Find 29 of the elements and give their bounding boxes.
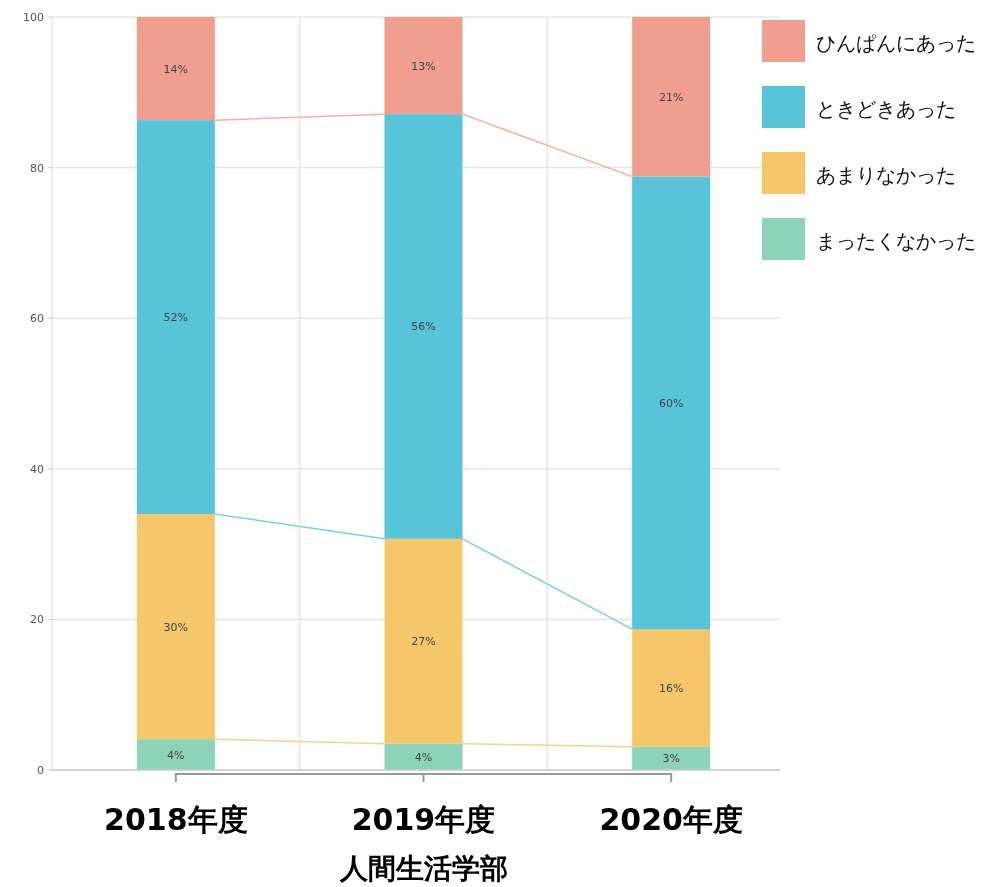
y-tick-label: 80 — [30, 161, 44, 175]
data-label: 30% — [163, 620, 189, 634]
data-label: 27% — [411, 635, 436, 649]
x-tick-label: 2019年度 — [351, 802, 496, 837]
data-label: 4% — [414, 750, 433, 764]
data-label: 56% — [411, 320, 436, 334]
data-label: 4% — [167, 748, 185, 762]
legend-label: あまりなかった — [816, 163, 956, 187]
y-tick-label: 100 — [23, 11, 44, 24]
y-tick-label: 40 — [30, 462, 44, 476]
legend-label: ときどきあった — [816, 97, 956, 121]
data-label: 16% — [658, 681, 684, 695]
data-label: 21% — [658, 90, 684, 104]
data-label: 3% — [662, 752, 680, 766]
data-label: 14% — [163, 62, 189, 76]
y-tick-label: 60 — [30, 312, 44, 326]
y-tick-label: 0 — [37, 764, 44, 777]
x-axis-title: 人間生活学部 — [338, 852, 508, 885]
legend-label: まったくなかった — [816, 229, 976, 253]
y-tick-label: 20 — [30, 613, 44, 627]
x-tick-label: 2018年度 — [104, 802, 248, 837]
legend-label: ひんぱんにあった — [816, 31, 976, 55]
x-tick-label: 2020年度 — [599, 802, 743, 837]
bar — [632, 746, 711, 770]
bar — [384, 743, 463, 770]
data-label: 13% — [411, 59, 436, 73]
data-label: 60% — [658, 396, 684, 410]
bar — [136, 739, 215, 770]
data-label: 52% — [163, 311, 189, 325]
